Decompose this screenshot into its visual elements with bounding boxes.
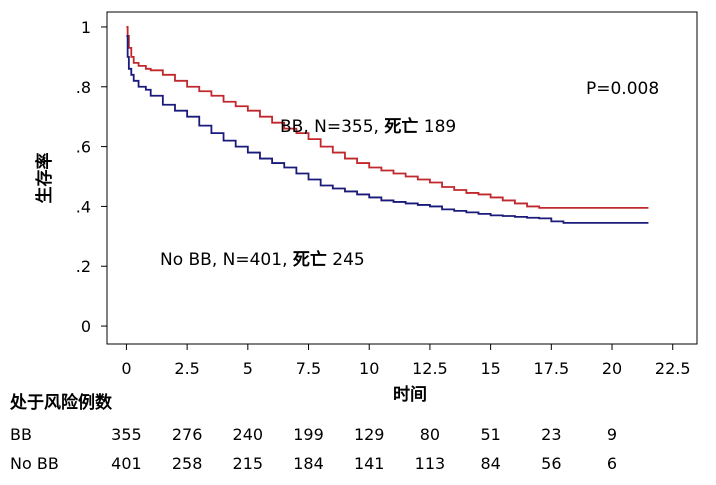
risk-cell: 276 <box>172 425 203 444</box>
risk-cell: 80 <box>420 425 440 444</box>
plot-frame <box>106 11 698 345</box>
risk-cell: 51 <box>480 425 500 444</box>
risk-cell: 240 <box>233 425 264 444</box>
x-tick-label: 7.5 <box>296 359 321 378</box>
risk-cell: 6 <box>607 454 617 473</box>
x-tick-label: 17.5 <box>534 359 570 378</box>
risk-table: BB 355 276 240 199 129 80 51 23 9 No BB 401 258 215 18… <box>10 425 617 473</box>
nobb-survival-curve <box>126 35 649 224</box>
y-tick-label: 1 <box>81 18 91 37</box>
risk-cell: 9 <box>607 425 617 444</box>
x-tick-label: 2.5 <box>174 359 199 378</box>
nobb-label-deaths: 死亡 <box>293 249 327 270</box>
x-axis-title: 时间 <box>393 384 427 405</box>
risk-row-label: No BB <box>10 454 59 473</box>
x-tick-label: 22.5 <box>655 359 691 378</box>
x-tick-label: 12.5 <box>412 359 448 378</box>
risk-cell: 199 <box>293 425 324 444</box>
y-tick-label: .6 <box>76 138 91 157</box>
bb-label-deaths: 死亡 <box>384 116 418 137</box>
risk-cell: 113 <box>415 454 446 473</box>
risk-cell: 84 <box>480 454 500 473</box>
x-tick-label: 20 <box>602 359 622 378</box>
risk-cell: 56 <box>541 454 561 473</box>
nobb-label-count: 245 <box>327 250 365 270</box>
y-tick-label: .8 <box>76 78 91 97</box>
y-tick-label: 0 <box>81 317 91 336</box>
risk-cell: 355 <box>111 425 142 444</box>
x-tick-label: 0 <box>121 359 131 378</box>
x-tick-label: 10 <box>359 359 379 378</box>
risk-cell: 215 <box>233 454 264 473</box>
nobb-series-label: No BB, N=401, 死亡 245 <box>160 249 365 270</box>
x-tick-label: 15 <box>480 359 500 378</box>
y-tick-label: .2 <box>76 257 91 276</box>
nobb-label-prefix: No BB, N=401, <box>160 250 293 270</box>
risk-cell: 258 <box>172 454 203 473</box>
risk-cell: 141 <box>354 454 385 473</box>
risk-table-title: 处于风险例数 <box>9 392 113 413</box>
bb-series-label: BB, N=355, 死亡 189 <box>280 116 456 137</box>
p-value-label: P=0.008 <box>586 79 659 99</box>
risk-cell: 401 <box>111 454 142 473</box>
x-tick-label: 5 <box>243 359 253 378</box>
risk-cell: 184 <box>293 454 324 473</box>
y-axis: 0 .2 .4 .6 .8 1 <box>76 18 107 336</box>
survival-curves <box>126 26 649 224</box>
risk-row-label: BB <box>10 425 32 444</box>
bb-label-count: 189 <box>418 117 456 137</box>
y-tick-label: .4 <box>76 197 91 216</box>
x-axis: 0 2.5 5 7.5 10 12.5 15 17.5 20 22.5 <box>121 344 691 378</box>
bb-label-prefix: BB, N=355, <box>280 117 384 137</box>
risk-cell: 129 <box>354 425 385 444</box>
y-axis-title: 生存率 <box>34 153 55 204</box>
risk-cell: 23 <box>541 425 561 444</box>
bb-survival-curve <box>126 26 649 209</box>
